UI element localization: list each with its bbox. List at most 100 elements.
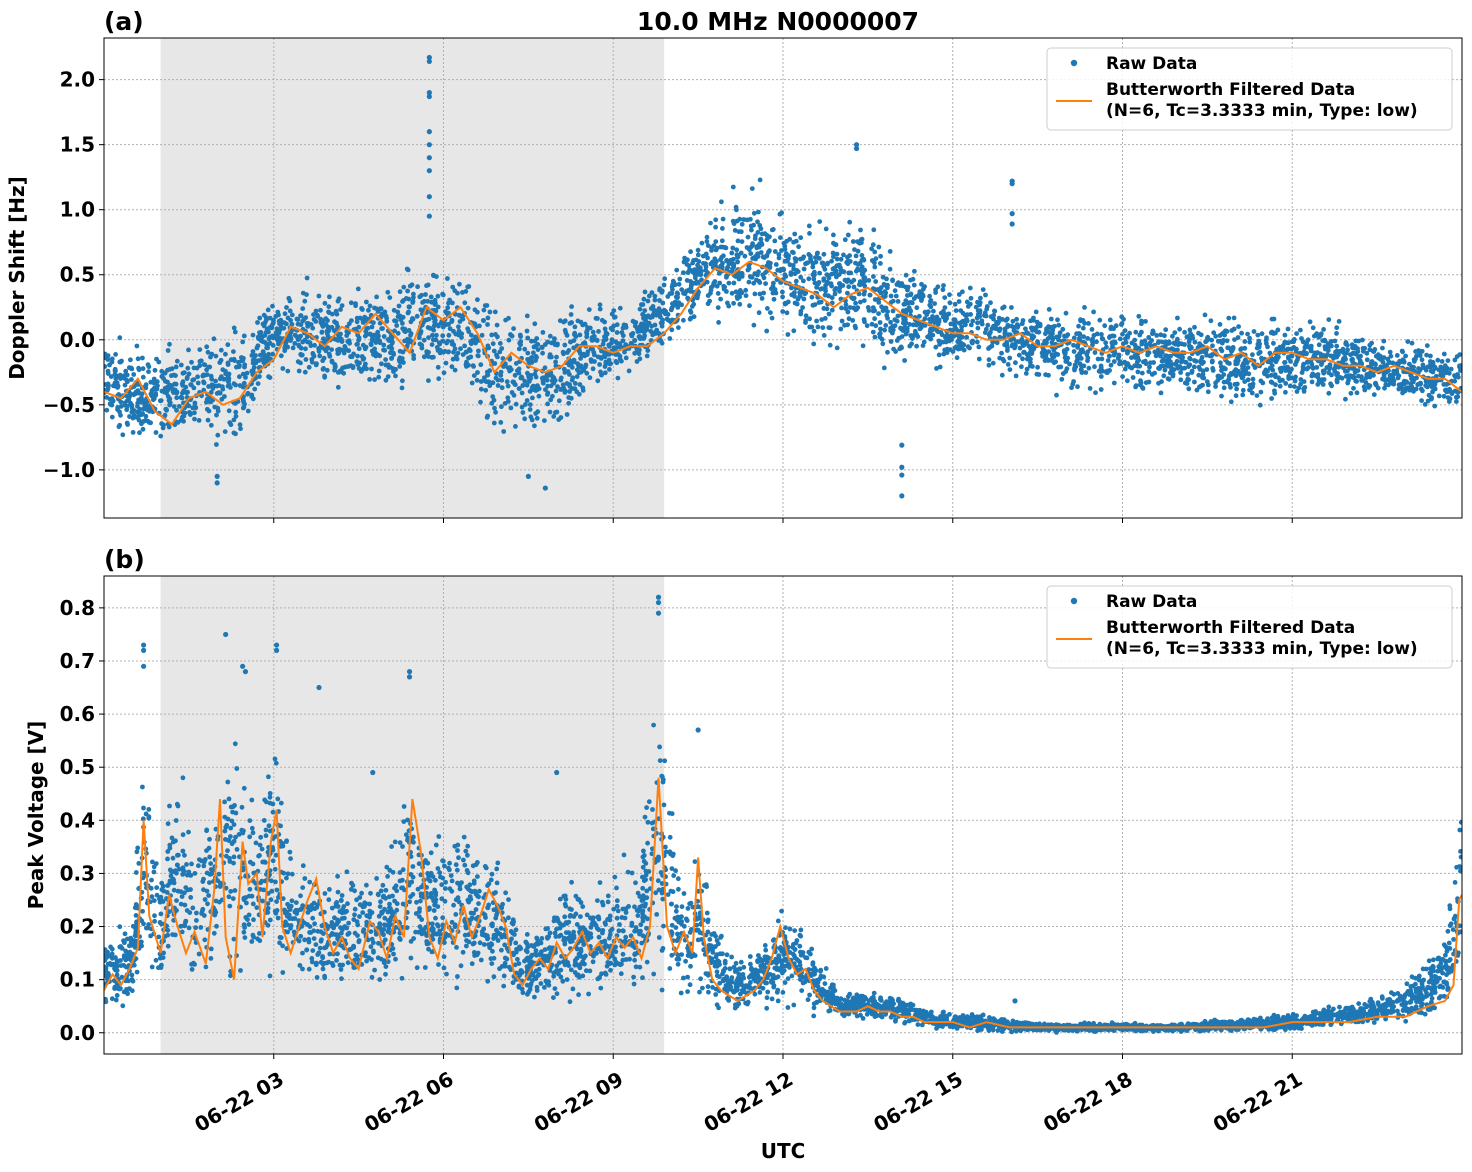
raw-data-point xyxy=(1121,316,1126,322)
raw-data-point xyxy=(456,312,462,318)
raw-data-point xyxy=(440,292,446,298)
raw-data-point xyxy=(249,368,255,374)
raw-data-point xyxy=(908,333,914,338)
raw-data-point xyxy=(1401,381,1407,387)
raw-data-point xyxy=(1316,342,1322,348)
raw-data-point xyxy=(935,284,941,290)
raw-data-point xyxy=(1172,330,1178,335)
raw-data-point xyxy=(405,267,411,273)
raw-data-point xyxy=(326,351,332,357)
raw-data-point xyxy=(1166,356,1171,362)
raw-data-point xyxy=(505,383,511,389)
raw-data-point xyxy=(132,414,138,420)
raw-data-point xyxy=(1020,356,1025,362)
raw-data-point xyxy=(755,219,760,225)
raw-data-point xyxy=(117,372,123,378)
raw-data-point xyxy=(1310,371,1316,377)
raw-data-point xyxy=(823,226,829,232)
raw-data-point xyxy=(113,376,119,381)
raw-data-point xyxy=(1319,377,1325,383)
raw-data-point xyxy=(300,339,306,345)
raw-data-point xyxy=(1375,385,1381,391)
raw-data-point xyxy=(437,341,443,347)
raw-data-point xyxy=(240,396,246,402)
raw-data-point xyxy=(901,319,907,325)
raw-data-point xyxy=(747,274,753,279)
raw-data-point xyxy=(153,430,159,435)
raw-data-point xyxy=(234,766,240,771)
raw-data-point xyxy=(172,381,178,387)
raw-data-point xyxy=(410,300,416,305)
raw-data-point xyxy=(277,321,282,327)
raw-data-point xyxy=(505,395,511,401)
raw-data-point xyxy=(281,320,287,325)
raw-data-point xyxy=(260,321,266,327)
raw-data-point xyxy=(779,248,784,253)
raw-data-point xyxy=(426,93,432,100)
raw-data-point xyxy=(1224,338,1230,344)
raw-data-point xyxy=(544,377,550,383)
raw-data-point xyxy=(757,223,763,228)
raw-data-point xyxy=(231,381,237,387)
raw-data-point xyxy=(215,405,221,411)
raw-data-point xyxy=(881,365,887,371)
raw-data-point xyxy=(180,379,186,385)
raw-data-point xyxy=(108,402,114,408)
raw-data-point xyxy=(341,350,347,356)
raw-data-point xyxy=(1190,335,1196,341)
raw-data-point xyxy=(1291,376,1297,382)
raw-data-point xyxy=(969,339,975,345)
raw-data-point xyxy=(1255,332,1261,338)
raw-data-point xyxy=(584,352,590,357)
raw-data-point xyxy=(425,298,431,304)
raw-data-point xyxy=(803,313,809,319)
raw-data-point xyxy=(134,343,140,349)
raw-data-point xyxy=(890,308,896,314)
raw-data-point xyxy=(887,249,893,254)
raw-data-point xyxy=(567,384,573,389)
raw-data-point xyxy=(866,278,872,283)
raw-data-point xyxy=(495,377,501,383)
raw-data-point xyxy=(864,323,870,329)
raw-data-point xyxy=(1245,331,1250,337)
raw-data-point xyxy=(762,255,767,260)
raw-data-point xyxy=(899,334,905,339)
raw-data-point xyxy=(757,241,762,247)
raw-data-point xyxy=(113,352,118,357)
raw-data-point xyxy=(225,342,231,348)
raw-data-point xyxy=(960,289,965,295)
raw-data-point xyxy=(1318,331,1324,337)
raw-data-point xyxy=(455,974,460,979)
raw-data-point xyxy=(661,282,667,288)
raw-data-point xyxy=(614,322,620,328)
raw-data-point xyxy=(704,910,710,916)
raw-data-point xyxy=(602,352,607,358)
raw-data-point xyxy=(652,293,658,299)
raw-data-point xyxy=(547,354,553,360)
raw-data-point xyxy=(339,303,345,308)
raw-data-point xyxy=(941,283,946,288)
raw-data-point xyxy=(934,366,939,371)
raw-data-point xyxy=(484,415,490,420)
raw-data-point xyxy=(385,362,391,368)
raw-data-point xyxy=(879,304,884,310)
raw-data-point xyxy=(562,390,568,395)
raw-data-point xyxy=(176,866,182,872)
raw-data-point xyxy=(1136,357,1142,363)
raw-data-point xyxy=(1049,330,1054,335)
raw-data-point xyxy=(151,376,157,382)
raw-data-point xyxy=(440,338,446,344)
raw-data-point xyxy=(523,402,528,407)
raw-data-point xyxy=(464,349,469,355)
raw-data-point xyxy=(437,350,443,356)
raw-data-point xyxy=(787,236,793,242)
raw-data-point xyxy=(1256,351,1262,356)
raw-data-point xyxy=(1146,350,1152,356)
raw-data-point xyxy=(1354,390,1360,396)
raw-data-point xyxy=(429,299,434,305)
raw-data-point xyxy=(669,306,674,312)
raw-data-point xyxy=(608,361,614,366)
raw-data-point xyxy=(208,422,214,428)
raw-data-point xyxy=(349,318,354,323)
raw-data-point xyxy=(1020,318,1026,323)
